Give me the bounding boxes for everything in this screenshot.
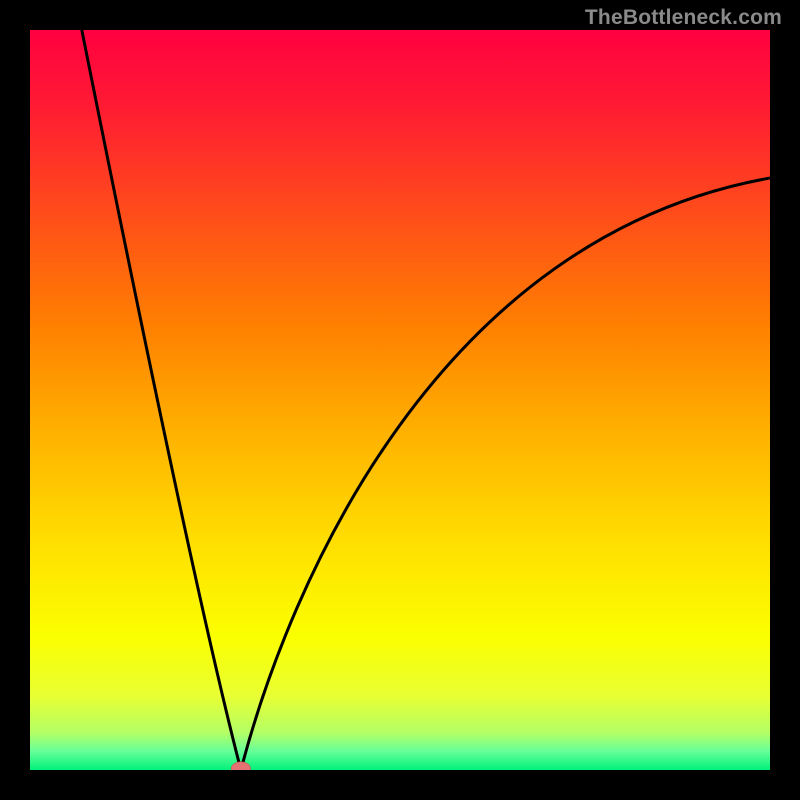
bottleneck-chart: TheBottleneck.com xyxy=(0,0,800,800)
chart-svg xyxy=(0,0,800,800)
watermark-text: TheBottleneck.com xyxy=(585,6,782,30)
